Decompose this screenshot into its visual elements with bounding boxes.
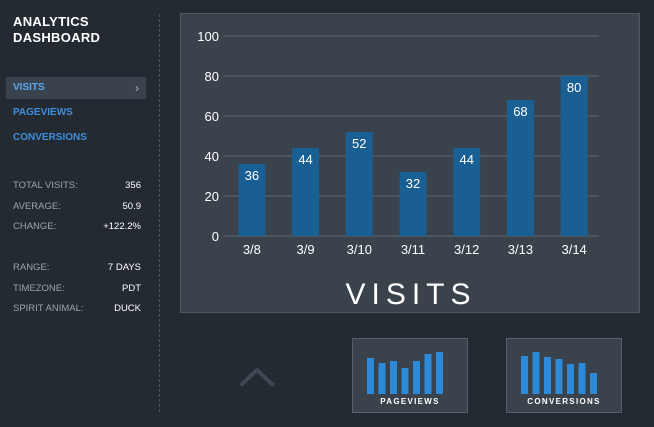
y-tick-label: 100 [197,29,219,44]
stat-average: AVERAGE: 50.9 [13,197,141,218]
stat-label: AVERAGE: [13,200,61,212]
app-title-line1: ANALYTICS [13,14,89,29]
sidebar-nav: VISITS › PAGEVIEWS CONVERSIONS [6,77,146,152]
app-title-line2: DASHBOARD [13,30,101,45]
bar-value-label: 68 [513,104,527,119]
x-tick-label: 3/12 [454,242,479,257]
x-tick-label: 3/13 [508,242,533,257]
y-tick-label: 80 [205,69,219,84]
x-tick-label: 3/11 [401,242,425,257]
mini-bar [401,368,409,394]
mini-bar [578,363,586,394]
pageviews-card[interactable]: PAGEVIEWS [352,338,468,413]
bar [506,100,534,236]
y-tick-label: 20 [205,189,219,204]
nav-item-label: CONVERSIONS [13,132,87,143]
mini-bar [390,361,397,394]
nav-item-conversions[interactable]: CONVERSIONS [6,127,146,149]
setting-timezone: TIMEZONE: PDT [13,279,141,300]
mini-bar [424,354,432,394]
nav-item-label: PAGEVIEWS [13,107,73,118]
setting-label: TIMEZONE: [13,282,65,294]
pageviews-mini-chart [367,352,443,394]
stat-label: CHANGE: [13,221,57,232]
mini-bar [436,352,443,394]
stat-label: TOTAL VISITS: [13,180,78,191]
mini-bar [521,356,528,394]
stat-change: CHANGE: +122.2% [13,217,141,238]
mini-bar [544,357,551,394]
y-tick-label: 0 [212,229,219,244]
bar-value-label: 80 [567,80,581,95]
chevron-up-icon[interactable] [239,365,275,387]
mini-bar [532,352,540,394]
chevron-right-icon: › [135,81,139,95]
stat-value: 50.9 [122,200,142,212]
conversions-label: CONVERSIONS [527,397,601,406]
mini-bar [590,373,597,394]
mini-bar [413,361,420,394]
bar [238,164,266,236]
nav-item-label: VISITS [13,82,45,93]
y-tick-label: 60 [205,109,219,124]
settings-summary: RANGE: 7 DAYS TIMEZONE: PDT SPIRIT ANIMA… [13,258,141,320]
mini-bar [555,359,563,394]
bar [453,148,481,236]
visits-chart-panel: 0 20 40 60 80 100 36 3/8 44 3/9 52 3/10 32 3/11 44 3/12… [180,13,640,313]
bar [560,76,588,236]
pageviews-label: PAGEVIEWS [380,397,440,406]
conversions-card[interactable]: CONVERSIONS [506,338,622,413]
sidebar: ANALYTICS DASHBOARD VISITS › PAGEVIEWS C… [0,0,160,427]
bar [292,148,320,236]
stats-summary: TOTAL VISITS: 356 AVERAGE: 50.9 CHANGE: … [13,176,141,238]
stat-value: 356 [125,180,141,191]
stat-value: +122.2% [103,221,141,232]
bar-value-label: 52 [352,136,366,151]
x-tick-label: 3/10 [347,242,372,257]
setting-range: RANGE: 7 DAYS [13,258,141,279]
y-tick-label: 40 [205,149,219,164]
x-tick-label: 3/9 [297,242,315,257]
mini-bar [367,358,374,394]
bar-value-label: 44 [459,152,473,167]
stat-total-visits: TOTAL VISITS: 356 [13,176,141,197]
nav-item-visits[interactable]: VISITS › [6,77,146,99]
sidebar-divider [159,14,160,412]
x-tick-label: 3/14 [561,242,586,257]
bar-value-label: 44 [298,152,312,167]
mini-bar [378,363,386,394]
bar [345,132,373,236]
chart-title: VISITS [345,278,477,311]
bar-value-label: 36 [245,168,259,183]
bar-value-label: 32 [406,176,420,191]
setting-label: SPIRIT ANIMAL: [13,303,84,314]
app-title: ANALYTICS DASHBOARD [13,14,133,46]
bar [399,172,427,236]
nav-item-pageviews[interactable]: PAGEVIEWS [6,102,146,124]
mini-bar [567,364,574,394]
setting-value: DUCK [114,303,141,314]
x-tick-label: 3/8 [243,242,261,257]
visits-bar-chart: 0 20 40 60 80 100 36 3/8 44 3/9 52 3/10 32 3/11 44 3/12… [197,29,599,257]
setting-spirit-animal: SPIRIT ANIMAL: DUCK [13,299,141,320]
setting-value: PDT [122,282,141,294]
setting-value: 7 DAYS [107,262,141,273]
conversions-mini-chart [521,352,597,394]
setting-label: RANGE: [13,262,50,273]
